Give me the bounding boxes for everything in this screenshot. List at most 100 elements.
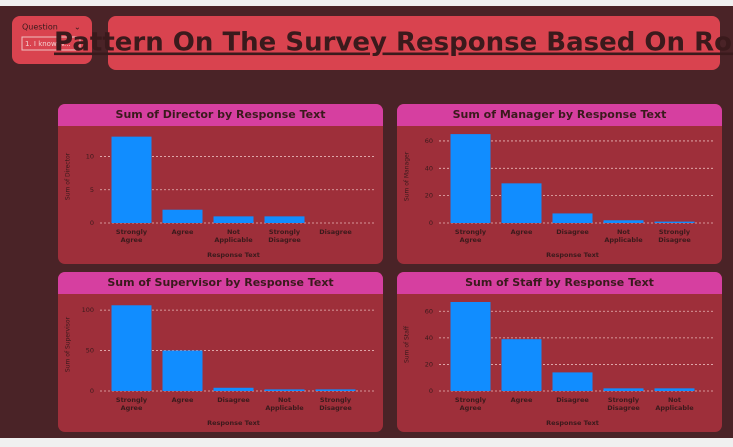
y-axis-title: Sum of Supervisor	[65, 316, 72, 372]
slicer-value: 1. I know w...	[25, 40, 71, 48]
y-axis-title: Sum of Director	[65, 152, 72, 200]
x-tick-label-box: Strongly Disagree	[607, 396, 640, 412]
x-tick-label: Strongly Agree	[115, 396, 148, 412]
slicer-label: Question	[22, 23, 58, 32]
x-tick-label-box: Agree	[510, 228, 533, 236]
panel-header	[58, 104, 383, 126]
bar	[111, 136, 152, 223]
x-tick-label-box: Disagree	[556, 228, 589, 236]
x-tick-label: Strongly Disagree	[658, 228, 691, 244]
x-tick-label: Strongly Agree	[115, 228, 148, 244]
x-tick-label-box: Disagree	[217, 396, 250, 404]
panel-header	[58, 272, 383, 294]
bar	[264, 216, 305, 223]
chart-panel: Sum of Supervisor by Response Text Sum of…	[58, 272, 383, 432]
x-axis-title: Response Text	[546, 251, 599, 259]
y-tick-label: 60	[425, 137, 433, 145]
x-tick-label-box: Strongly Agree	[115, 228, 148, 244]
x-tick-label-box: Agree	[171, 228, 194, 236]
chart-title: Sum of Staff by Response Text	[465, 276, 654, 289]
x-tick-label: Strongly Disagree	[268, 228, 301, 244]
x-tick-label: Disagree	[556, 396, 589, 404]
bar	[552, 372, 593, 391]
x-tick-label: Agree	[171, 228, 194, 236]
bar	[552, 213, 593, 223]
x-tick-label-box: Strongly Disagree	[319, 396, 352, 412]
slicer-box[interactable]	[21, 36, 81, 51]
slicer-arrow: ⌄	[74, 23, 81, 32]
y-tick-label: 5	[90, 186, 94, 194]
x-tick-label: Disagree	[556, 228, 589, 236]
title-box	[108, 16, 720, 70]
bar	[501, 183, 542, 223]
x-tick-label: Not Applicable	[265, 396, 304, 412]
chart-title: Sum of Director by Response Text	[116, 108, 326, 121]
x-tick-label: Not Applicable	[655, 396, 694, 412]
bar	[315, 389, 356, 391]
x-tick-label-box: Strongly Disagree	[658, 228, 691, 244]
bar	[450, 134, 491, 223]
x-axis-title: Response Text	[546, 419, 599, 427]
bar	[213, 216, 254, 223]
y-tick-label: 0	[429, 387, 433, 395]
x-tick-label-box: Not Applicable	[265, 396, 304, 412]
x-tick-label-box: Disagree	[319, 228, 352, 236]
x-tick-label: Agree	[171, 396, 194, 404]
x-axis-title: Response Text	[207, 251, 260, 259]
y-tick-label: 60	[425, 307, 433, 315]
bar	[603, 388, 644, 391]
y-tick-label: 0	[90, 219, 94, 227]
bar	[264, 389, 305, 391]
x-tick-label: Agree	[510, 228, 533, 236]
y-tick-label: 40	[425, 164, 433, 172]
x-tick-label-box: Strongly Disagree	[268, 228, 301, 244]
bar	[162, 350, 203, 391]
x-tick-label: Disagree	[319, 228, 352, 236]
x-tick-label-box: Strongly Agree	[454, 228, 487, 244]
y-axis-title: Sum of Staff	[404, 325, 411, 363]
bar	[213, 387, 254, 391]
x-tick-label-box: Agree	[171, 396, 194, 404]
x-tick-label: Strongly Agree	[454, 228, 487, 244]
bar	[603, 220, 644, 223]
y-tick-label: 0	[90, 387, 94, 395]
bar	[162, 209, 203, 223]
y-tick-label: 0	[429, 219, 433, 227]
x-axis-title: Response Text	[207, 419, 260, 427]
slicer[interactable]	[12, 16, 92, 64]
chart-panel: Sum of Manager by Response Text Sum of Ma…	[397, 104, 722, 264]
x-tick-label: Strongly Disagree	[319, 396, 352, 412]
chart-panel: Sum of Staff by Response Text Sum of Staf…	[397, 272, 722, 432]
x-tick-label-box: Disagree	[556, 396, 589, 404]
y-tick-label: 100	[82, 306, 94, 314]
x-tick-label: Not Applicable	[214, 228, 253, 244]
x-tick-label: Not Applicable	[604, 228, 643, 244]
y-tick-label: 40	[425, 334, 433, 342]
x-tick-label-box: Not Applicable	[604, 228, 643, 244]
y-tick-label: 10	[86, 153, 94, 161]
x-tick-label-box: Agree	[510, 396, 533, 404]
y-axis-title: Sum of Manager	[404, 151, 411, 201]
x-tick-label-box: Strongly Agree	[454, 396, 487, 412]
chart-title: Sum of Manager by Response Text	[453, 108, 667, 121]
x-tick-label: Disagree	[217, 396, 250, 404]
y-tick-label: 20	[425, 360, 433, 368]
y-tick-label: 20	[425, 192, 433, 200]
page-title: Pattern On The Survey Response Based On …	[54, 28, 733, 58]
chart-panel: Sum of Director by Response Text Sum of D…	[58, 104, 383, 264]
x-tick-label: Strongly Disagree	[607, 396, 640, 412]
x-tick-label: Agree	[510, 396, 533, 404]
panel-header	[397, 104, 722, 126]
bar	[654, 221, 695, 223]
bar	[654, 388, 695, 391]
x-tick-label-box: Strongly Agree	[115, 396, 148, 412]
bar	[450, 301, 491, 391]
bar	[501, 339, 542, 391]
y-tick-label: 50	[86, 347, 94, 355]
x-tick-label: Strongly Agree	[454, 396, 487, 412]
x-tick-label-box: Not Applicable	[655, 396, 694, 412]
chart-title: Sum of Supervisor by Response Text	[107, 276, 333, 289]
panel-header	[397, 272, 722, 294]
